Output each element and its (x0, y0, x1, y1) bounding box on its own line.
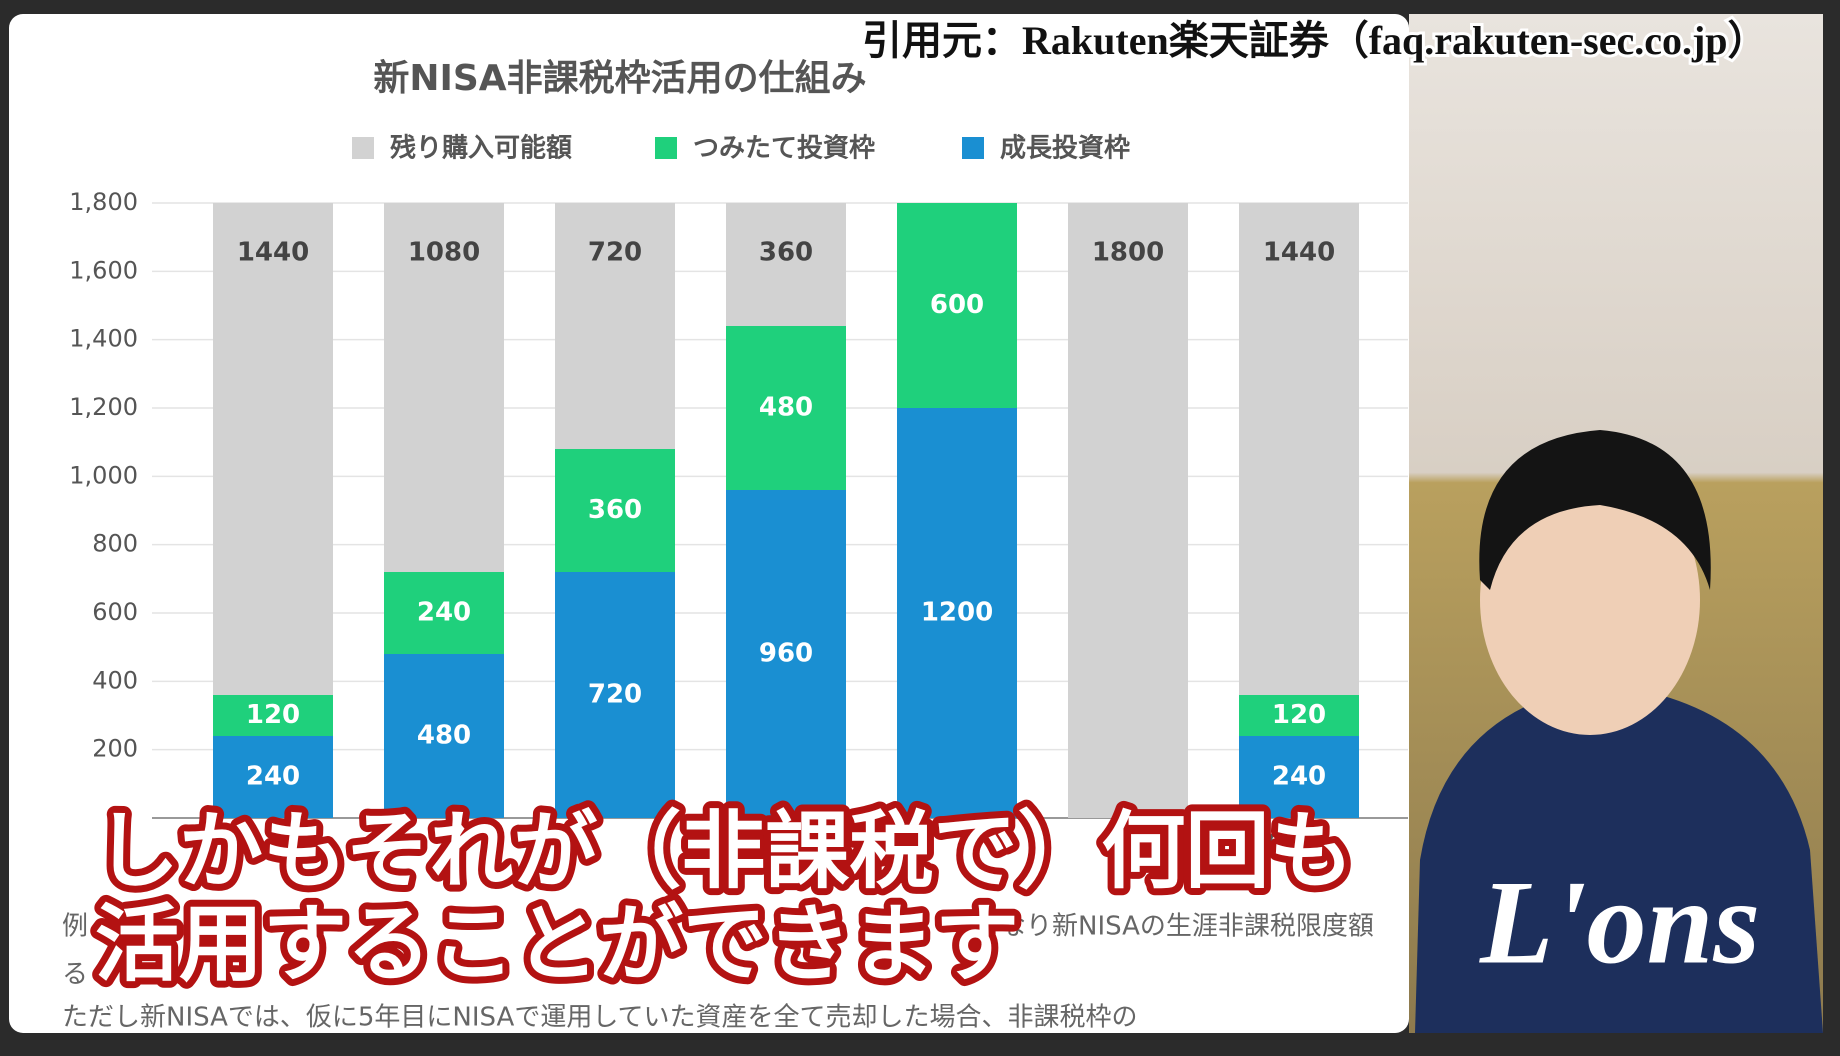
y-tick-label: 600 (92, 598, 138, 626)
bar-segment (1239, 695, 1359, 736)
y-tick-label: 1,400 (69, 325, 138, 353)
y-tick-label: 800 (92, 530, 138, 558)
data-label: 1080 (408, 238, 480, 268)
presenter: L'ons (1415, 430, 1823, 1033)
plot: 200 400 600 800 1,000 1,200 1,400 1,600 1,800 残り購… (69, 133, 1408, 856)
bar-segment (555, 449, 675, 572)
bar-segment (384, 654, 504, 818)
data-label: 480 (759, 393, 813, 423)
bar-segment (897, 203, 1017, 408)
body-fragment: ただし新NISAでは、仮に5年目にNISAで運用していた資産を全て売却した場合、… (62, 1003, 1138, 1033)
legend-swatch (352, 137, 374, 159)
bar-segment (726, 490, 846, 818)
data-label: 960 (759, 639, 813, 669)
body-text: 例 なり新NISAの生涯非課税限度額 る ただし新NISAでは、仮に5年目にNI… (62, 912, 1374, 1033)
legend-label: つみたて投資枠 (693, 134, 875, 164)
y-tick-label: 400 (92, 666, 138, 694)
chart-title: 新NISA非課税枠活用の仕組み (373, 58, 866, 99)
body-fragment: なり新NISAの生涯非課税限度額 (1000, 912, 1374, 942)
bar-segment (213, 695, 333, 736)
bar-segment (555, 572, 675, 818)
data-label: 120 (1272, 700, 1326, 730)
data-label: 360 (588, 495, 642, 525)
data-label: 600 (930, 290, 984, 320)
bar-segment (1068, 203, 1188, 818)
data-label: 120 (246, 700, 300, 730)
logo: L'ons (1479, 856, 1760, 989)
bar-segment (555, 203, 675, 449)
caption-line: 活用することができます (95, 895, 1019, 993)
chart-panel (9, 14, 1409, 1033)
data-label: 720 (588, 680, 642, 710)
bar-segment (1239, 203, 1359, 695)
bar-segment (897, 408, 1017, 818)
y-tick-label: 1,200 (69, 393, 138, 421)
data-label: 480 (417, 721, 471, 751)
legend-label: 成長投資枠 (1000, 134, 1130, 164)
hair (1479, 430, 1711, 590)
data-label: 1440 (1263, 238, 1335, 268)
source-label: 引用元：Rakuten楽天証券（faq.rakuten-sec.co.jp） (862, 18, 1768, 63)
y-tick-label: 1,000 (69, 461, 138, 489)
face (1480, 465, 1700, 735)
legend-swatch (962, 137, 984, 159)
legend-swatch (655, 137, 677, 159)
bar-segment (384, 572, 504, 654)
data-label: 1800 (1092, 238, 1164, 268)
bar-segment (213, 203, 333, 695)
data-label: 240 (1272, 762, 1326, 792)
bar-segment (384, 203, 504, 572)
bar-segment (726, 203, 846, 326)
data-label: 360 (759, 238, 813, 268)
hoodie (1415, 690, 1823, 1033)
bar-segment (213, 736, 333, 818)
y-tick-label: 1,800 (69, 188, 138, 216)
data-label: 1200 (921, 598, 993, 628)
y-tick-label: 1,600 (69, 256, 138, 284)
caption-line: しかもそれが（非課税で）何回も (95, 802, 1353, 900)
bar-segment (1239, 736, 1359, 818)
data-label: 720 (588, 238, 642, 268)
data-label: 240 (417, 598, 471, 628)
data-label: 1440 (237, 238, 309, 268)
body-fragment: る (62, 960, 88, 990)
body-fragment: 例 (62, 912, 88, 942)
bar-segment (726, 326, 846, 490)
caption: しかもそれが（非課税で）何回も 活用することができます (88, 795, 1360, 1000)
x-tick-label: 6年目 (1267, 828, 1332, 856)
y-tick-label: 200 (92, 735, 138, 763)
legend-label: 残り購入可能額 (390, 133, 572, 164)
data-label: 240 (246, 762, 300, 792)
